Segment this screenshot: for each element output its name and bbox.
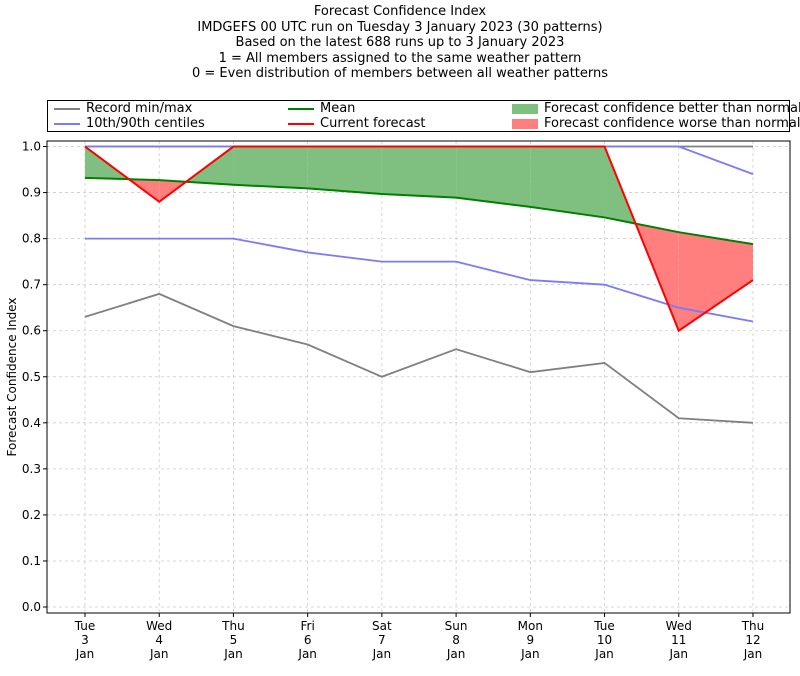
x-tick-label: Jan — [372, 647, 392, 661]
confidence-better-fill — [530, 146, 605, 218]
line-layer — [84, 145, 754, 424]
chart-legend: Record min/max 10th/90th centiles Mean C… — [47, 100, 800, 132]
series-line-record-min — [84, 292, 754, 424]
x-tick-label: 5 — [230, 633, 238, 647]
tick-layer: 0.00.10.20.30.40.50.60.70.80.91.0Tue3Jan… — [22, 140, 764, 661]
y-tick-label: 0.0 — [22, 600, 41, 614]
legend-swatch-better — [512, 104, 538, 114]
chart-title: Forecast Confidence Index — [313, 4, 487, 19]
x-tick-label: Jan — [669, 647, 689, 661]
y-tick-label: 0.5 — [22, 370, 41, 384]
x-tick-label: 8 — [452, 633, 460, 647]
x-tick-label: 11 — [671, 633, 686, 647]
x-tick-label: 7 — [378, 633, 386, 647]
y-tick-label: 0.7 — [22, 278, 41, 292]
legend-label-current: Current forecast — [320, 116, 426, 131]
confidence-better-fill — [381, 146, 457, 198]
legend-swatch-mean — [288, 108, 314, 110]
confidence-better-fill — [233, 146, 308, 189]
y-tick-label: 1.0 — [22, 140, 41, 154]
chart-subtitle-run: IMDGEFS 00 UTC run on Tuesday 3 January … — [197, 19, 603, 35]
chart-subtitle-one: 1 = All members assigned to the same wea… — [218, 50, 582, 66]
y-tick-label: 0.3 — [22, 462, 41, 476]
y-tick-label: 0.1 — [22, 554, 41, 568]
x-tick-label: Fri — [301, 619, 315, 633]
y-tick-label: 0.6 — [22, 324, 41, 338]
x-tick-label: Jan — [446, 647, 466, 661]
x-tick-label: Jan — [520, 647, 540, 661]
x-tick-label: Tue — [74, 619, 96, 633]
confidence-better-fill — [307, 146, 382, 194]
chart-subtitle-based: Based on the latest 688 runs up to 3 Jan… — [235, 35, 565, 50]
grid-layer — [47, 141, 790, 613]
x-tick-label: Thu — [221, 619, 245, 633]
x-tick-label: Jan — [223, 647, 243, 661]
series-line-current-forecast — [84, 145, 754, 333]
y-tick-label: 0.9 — [22, 186, 41, 200]
confidence-worse-fill — [678, 232, 753, 331]
series-line-10th-centile — [85, 237, 754, 323]
x-tick-label: Tue — [593, 619, 615, 633]
x-tick-label: 6 — [304, 633, 312, 647]
x-tick-label: Jan — [594, 647, 614, 661]
x-tick-label: Mon — [518, 619, 543, 633]
series-line-mean — [84, 176, 754, 246]
x-tick-label: 9 — [526, 633, 534, 647]
x-tick-label: Wed — [666, 619, 692, 633]
y-tick-label: 0.2 — [22, 508, 41, 522]
chart-subtitle-zero: 0 = Even distribution of members between… — [191, 66, 609, 81]
x-tick-label: Jan — [743, 647, 763, 661]
x-tick-label: 10 — [597, 633, 612, 647]
x-tick-label: Jan — [297, 647, 317, 661]
fill-layer — [85, 146, 753, 331]
x-tick-label: 4 — [155, 633, 163, 647]
x-tick-label: Jan — [149, 647, 169, 661]
x-tick-label: Sun — [445, 619, 468, 633]
x-tick-label: Jan — [75, 647, 95, 661]
legend-swatch-centiles — [54, 123, 80, 125]
legend-swatch-worse — [512, 119, 538, 129]
legend-label-centiles: 10th/90th centiles — [86, 116, 205, 131]
x-tick-label: 3 — [81, 633, 89, 647]
legend-label-worse: Forecast confidence worse than normal — [544, 116, 800, 131]
y-axis-label: Forecast Confidence Index — [5, 298, 19, 457]
y-tick-label: 0.8 — [22, 232, 41, 246]
x-tick-label: Thu — [741, 619, 765, 633]
chart-title-block: Forecast Confidence Index IMDGEFS 00 UTC… — [0, 4, 800, 82]
confidence-better-fill — [456, 146, 531, 207]
legend-label-mean: Mean — [320, 101, 356, 116]
x-tick-label: 12 — [745, 633, 760, 647]
x-tick-label: Wed — [146, 619, 172, 633]
legend-label-better: Forecast confidence better than normal — [544, 101, 800, 116]
legend-swatch-current — [288, 123, 314, 125]
legend-label-record: Record min/max — [86, 101, 193, 116]
x-tick-label: Sat — [372, 619, 392, 633]
legend-swatch-record — [54, 108, 80, 110]
y-tick-label: 0.4 — [22, 416, 41, 430]
